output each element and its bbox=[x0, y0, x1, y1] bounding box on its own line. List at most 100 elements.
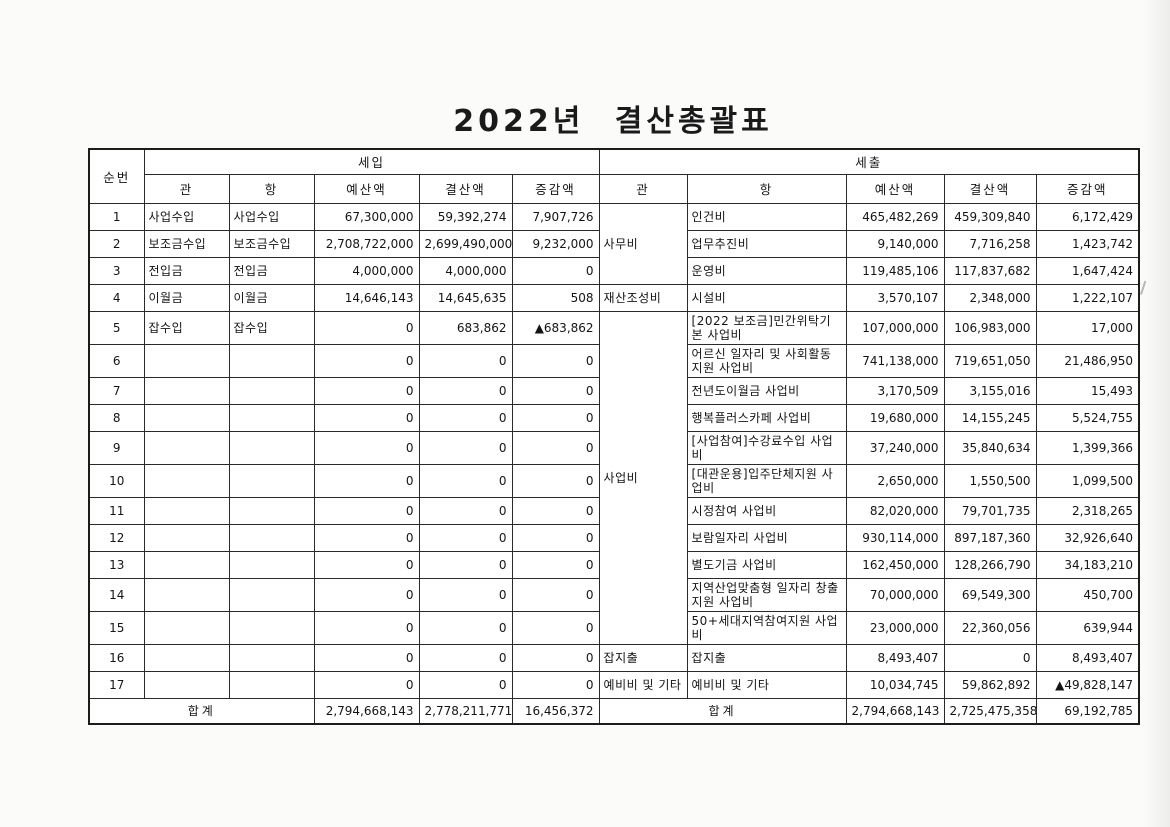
revenue-budget-cell: 0 bbox=[313, 463, 420, 498]
revenue-settlement-cell: 59,392,274 bbox=[418, 202, 513, 231]
expenditure-budget-cell: 19,680,000 bbox=[845, 403, 945, 432]
expenditure-budget-cell: 23,000,000 bbox=[845, 610, 945, 645]
table-header: 순번 세입 세출 관 항 예산액 결산액 증감액 관 항 예산액 결산액 증감액 bbox=[88, 148, 1140, 204]
expenditure-hang-cell: 별도기금 사업비 bbox=[686, 550, 847, 579]
revenue-change-cell: 0 bbox=[511, 496, 600, 525]
expenditure-change-cell: 15,493 bbox=[1035, 376, 1140, 405]
seq-cell: 11 bbox=[88, 496, 145, 525]
revenue-budget-cell: 2,708,722,000 bbox=[313, 229, 420, 258]
revenue-change-cell: 0 bbox=[511, 256, 600, 285]
revenue-hang-cell bbox=[228, 577, 315, 612]
revenue-gwan-cell bbox=[143, 523, 230, 552]
seq-cell: 12 bbox=[88, 523, 145, 552]
expenditure-settlement-cell: 22,360,056 bbox=[943, 610, 1037, 645]
seq-cell: 3 bbox=[88, 256, 145, 285]
revenue-change-cell: 7,907,726 bbox=[511, 202, 600, 231]
seq-cell: 2 bbox=[88, 229, 145, 258]
revenue-budget-cell: 14,646,143 bbox=[313, 283, 420, 312]
header-revenue-settlement: 결산액 bbox=[418, 173, 513, 204]
revenue-budget-cell: 0 bbox=[313, 430, 420, 465]
table-body: 1 사업수입 사업수입 67,300,000 59,392,274 7,907,726 사무… bbox=[88, 202, 1140, 699]
expenditure-settlement-cell: 2,348,000 bbox=[943, 283, 1037, 312]
table-row: 11 0 0 0 시정참여 사업비 82,020,000 79,701,735 2,318,2… bbox=[88, 496, 1140, 525]
header-expenditure-section: 세출 bbox=[598, 148, 1140, 175]
revenue-gwan-cell bbox=[143, 403, 230, 432]
seq-cell: 17 bbox=[88, 670, 145, 699]
table-row: 6 0 0 0 어르신 일자리 및 사회활동 지원 사업비 741,138,000 719,… bbox=[88, 343, 1140, 378]
expenditure-change-cell: 17,000 bbox=[1035, 310, 1140, 345]
revenue-change-cell: 0 bbox=[511, 610, 600, 645]
header-revenue-gwan: 관 bbox=[143, 173, 230, 204]
revenue-settlement-cell: 0 bbox=[418, 670, 513, 699]
expenditure-hang-cell: 지역산업맞춤형 일자리 창출 지원 사업비 bbox=[686, 577, 847, 612]
table-row: 12 0 0 0 보람일자리 사업비 930,114,000 897,187,360 32,9… bbox=[88, 523, 1140, 552]
expenditure-settlement-cell: 79,701,735 bbox=[943, 496, 1037, 525]
expenditure-budget-cell: 2,650,000 bbox=[845, 463, 945, 498]
seq-cell: 15 bbox=[88, 610, 145, 645]
header-revenue-section: 세입 bbox=[143, 148, 600, 175]
revenue-budget-cell: 0 bbox=[313, 343, 420, 378]
revenue-change-cell: 0 bbox=[511, 343, 600, 378]
expenditure-total-label: 합계 bbox=[598, 697, 847, 725]
revenue-hang-cell bbox=[228, 550, 315, 579]
revenue-budget-cell: 0 bbox=[313, 376, 420, 405]
expenditure-change-cell: 5,524,755 bbox=[1035, 403, 1140, 432]
revenue-settlement-cell: 0 bbox=[418, 610, 513, 645]
expenditure-settlement-cell: 7,716,258 bbox=[943, 229, 1037, 258]
expenditure-settlement-cell: 719,651,050 bbox=[943, 343, 1037, 378]
expenditure-change-cell: 1,399,366 bbox=[1035, 430, 1140, 465]
expenditure-hang-cell: 어르신 일자리 및 사회활동 지원 사업비 bbox=[686, 343, 847, 378]
revenue-budget-cell: 0 bbox=[313, 550, 420, 579]
revenue-total-change: 16,456,372 bbox=[511, 697, 600, 725]
expenditure-total-budget: 2,794,668,143 bbox=[845, 697, 945, 725]
expenditure-gwan-cell: 사무비 bbox=[598, 202, 688, 285]
expenditure-budget-cell: 3,570,107 bbox=[845, 283, 945, 312]
revenue-gwan-cell bbox=[143, 643, 230, 672]
seq-cell: 14 bbox=[88, 577, 145, 612]
revenue-settlement-cell: 0 bbox=[418, 430, 513, 465]
revenue-change-cell: 0 bbox=[511, 670, 600, 699]
revenue-budget-cell: 4,000,000 bbox=[313, 256, 420, 285]
table-row: 15 0 0 0 50+세대지역참여지원 사업비 23,000,000 22,360,056… bbox=[88, 610, 1140, 645]
revenue-settlement-cell: 0 bbox=[418, 376, 513, 405]
table-row: 5 잡수입 잡수입 0 683,862 ▲683,862 사업비 [2022 보조금]민간위탁… bbox=[88, 310, 1140, 645]
revenue-hang-cell bbox=[228, 403, 315, 432]
expenditure-total-settlement: 2,725,475,358 bbox=[943, 697, 1037, 725]
seq-cell: 6 bbox=[88, 343, 145, 378]
expenditure-settlement-cell: 1,550,500 bbox=[943, 463, 1037, 498]
header-expenditure-budget: 예산액 bbox=[845, 173, 945, 204]
revenue-total-budget: 2,794,668,143 bbox=[313, 697, 420, 725]
seq-cell: 16 bbox=[88, 643, 145, 672]
seq-cell: 9 bbox=[88, 430, 145, 465]
revenue-gwan-cell bbox=[143, 376, 230, 405]
expenditure-budget-cell: 70,000,000 bbox=[845, 577, 945, 612]
revenue-budget-cell: 0 bbox=[313, 310, 420, 345]
revenue-budget-cell: 0 bbox=[313, 610, 420, 645]
revenue-settlement-cell: 683,862 bbox=[418, 310, 513, 345]
revenue-settlement-cell: 14,645,635 bbox=[418, 283, 513, 312]
header-expenditure-hang: 항 bbox=[686, 173, 847, 204]
revenue-settlement-cell: 0 bbox=[418, 577, 513, 612]
expenditure-settlement-cell: 3,155,016 bbox=[943, 376, 1037, 405]
expenditure-hang-cell: 행복플러스카페 사업비 bbox=[686, 403, 847, 432]
expenditure-change-cell: 32,926,640 bbox=[1035, 523, 1140, 552]
expenditure-change-cell: 21,486,950 bbox=[1035, 343, 1140, 378]
expenditure-budget-cell: 465,482,269 bbox=[845, 202, 945, 231]
expenditure-hang-cell: 업무추진비 bbox=[686, 229, 847, 258]
expenditure-gwan-cell: 잡지출 bbox=[598, 643, 688, 672]
table-row: 1 사업수입 사업수입 67,300,000 59,392,274 7,907,726 사무… bbox=[88, 202, 1140, 285]
expenditure-change-cell: ▲49,828,147 bbox=[1035, 670, 1140, 699]
revenue-gwan-cell: 잡수입 bbox=[143, 310, 230, 345]
revenue-hang-cell: 이월금 bbox=[228, 283, 315, 312]
seq-cell: 7 bbox=[88, 376, 145, 405]
revenue-change-cell: 0 bbox=[511, 376, 600, 405]
expenditure-budget-cell: 119,485,106 bbox=[845, 256, 945, 285]
expenditure-budget-cell: 162,450,000 bbox=[845, 550, 945, 579]
expenditure-budget-cell: 10,034,745 bbox=[845, 670, 945, 699]
revenue-gwan-cell: 이월금 bbox=[143, 283, 230, 312]
expenditure-settlement-cell: 0 bbox=[943, 643, 1037, 672]
expenditure-settlement-cell: 459,309,840 bbox=[943, 202, 1037, 231]
revenue-hang-cell bbox=[228, 376, 315, 405]
expenditure-change-cell: 1,222,107 bbox=[1035, 283, 1140, 312]
expenditure-hang-cell: 잡지출 bbox=[686, 643, 847, 672]
